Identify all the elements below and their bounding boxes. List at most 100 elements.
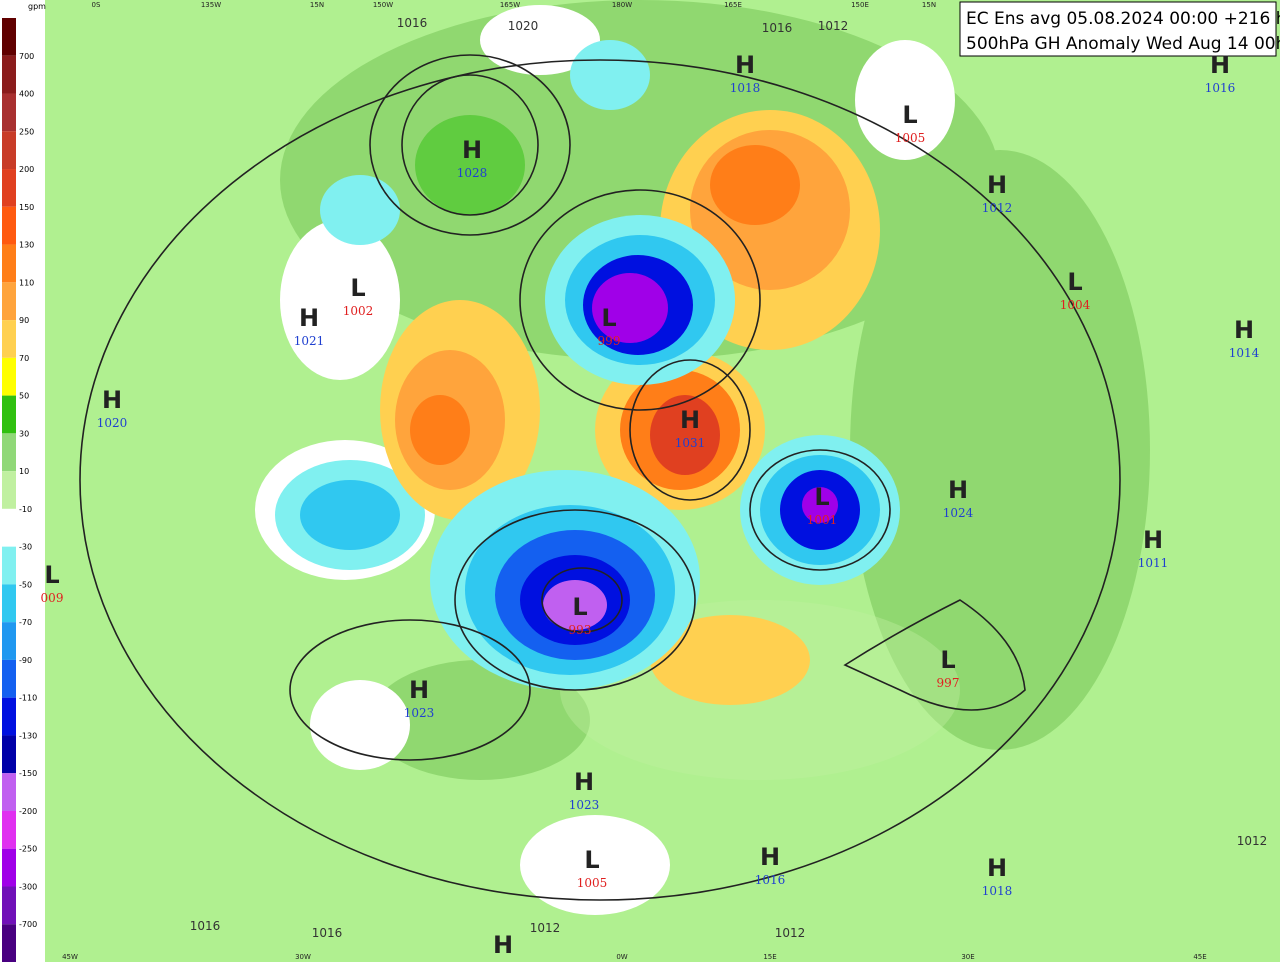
colorbar-swatch	[2, 622, 16, 660]
colorbar-label: 30	[19, 429, 29, 438]
isobar-label: 1012	[818, 19, 849, 33]
center-value: 1016	[755, 873, 786, 887]
center-value: 997	[937, 676, 960, 690]
colorbar-swatch	[2, 584, 16, 623]
center-letter: H	[680, 406, 700, 434]
center-letter: H	[1143, 526, 1163, 554]
colorbar-label: -130	[19, 731, 37, 740]
longitude-label: 15N	[922, 1, 936, 9]
colorbar-swatch	[2, 206, 16, 245]
isobar-label: 1016	[397, 16, 428, 30]
longitude-label: 0W	[616, 953, 627, 961]
center-value: 1016	[1205, 81, 1236, 95]
longitude-label: 150W	[373, 1, 393, 9]
center-letter: H	[987, 171, 1007, 199]
isobar-label: 1012	[775, 926, 806, 940]
longitude-label: 0S	[92, 1, 101, 9]
colorbar-swatch	[2, 395, 16, 434]
center-letter: L	[902, 101, 917, 129]
colorbar-label: -90	[19, 656, 32, 665]
center-value: 1024	[943, 506, 974, 520]
longitude-label: 180W	[612, 1, 632, 9]
colorbar-swatch	[2, 697, 16, 736]
title-line-2: 500hPa GH Anomaly Wed Aug 14 00h	[966, 34, 1280, 54]
colorbar-swatch	[2, 810, 16, 849]
center-value: 1031	[675, 436, 706, 450]
colorbar-swatch	[2, 93, 16, 132]
center-value: 993	[569, 623, 592, 637]
colorbar-label: 400	[19, 90, 34, 99]
colorbar-swatch	[2, 433, 16, 472]
colorbar-label: -110	[19, 694, 37, 703]
colorbar-swatch	[2, 131, 16, 170]
longitude-label: 15E	[763, 953, 776, 961]
colorbar-label: 700	[19, 52, 34, 61]
center-letter: L	[940, 646, 955, 674]
colorbar-label: 150	[19, 203, 34, 212]
colorbar-swatch	[2, 659, 16, 698]
center-letter: H	[102, 386, 122, 414]
colorbar-swatch	[2, 169, 16, 207]
center-letter: H	[462, 136, 482, 164]
colorbar-label: 130	[19, 241, 34, 250]
colorbar-swatch	[2, 471, 16, 509]
longitude-label: 30E	[961, 953, 974, 961]
colorbar-label: -70	[19, 618, 32, 627]
center-letter: L	[584, 846, 599, 874]
colorbar-swatch	[2, 357, 16, 396]
center-letter: H	[493, 931, 513, 959]
center-letter: H	[409, 676, 429, 704]
center-letter: H	[948, 476, 968, 504]
center-letter: L	[350, 274, 365, 302]
center-value: 009	[41, 591, 64, 605]
colorbar-swatch	[2, 282, 16, 321]
isobar-label: 1016	[762, 21, 793, 35]
longitude-label: 45E	[1193, 953, 1206, 961]
colorbar-label: 70	[19, 354, 29, 363]
center-letter: L	[1067, 268, 1082, 296]
colorbar-label: 90	[19, 316, 29, 325]
center-value: 1021	[294, 334, 325, 348]
center-value: 1002	[343, 304, 374, 318]
center-letter: L	[601, 304, 616, 332]
colorbar-label: -250	[19, 845, 37, 854]
colorbar-swatch	[2, 508, 16, 547]
isobars	[79, 54, 1121, 901]
center-letter: H	[299, 304, 319, 332]
colorbar-swatch	[2, 848, 16, 887]
center-value: 1023	[569, 798, 600, 812]
colorbar-swatch	[2, 924, 16, 962]
longitude-label: 165E	[724, 1, 742, 9]
center-letter: H	[760, 843, 780, 871]
longitude-label: 135W	[201, 1, 221, 9]
center-letter: H	[574, 768, 594, 796]
center-value: 1011	[1138, 556, 1169, 570]
center-letter: H	[1210, 51, 1230, 79]
center-value: 999	[598, 334, 621, 348]
isobar-label: 1016	[190, 919, 221, 933]
colorbar-label: 250	[19, 127, 34, 136]
longitude-label: 45W	[62, 953, 78, 961]
title-line-1: EC Ens avg 05.08.2024 00:00 +216 h	[966, 9, 1280, 29]
center-value: 1005	[577, 876, 608, 890]
colorbar-label: -30	[19, 543, 32, 552]
pressure-centers: H 1028 H 1018 L 1005 H 1012 L 1004 H 1016 H 1014 L 1002…	[41, 51, 1260, 959]
anomaly-fields	[255, 0, 1150, 915]
center-value: 1018	[982, 884, 1013, 898]
colorbar-label: -200	[19, 807, 37, 816]
colorbar: gpm 700 400 250 200 150 130 110 90 70 50 30 10 -10 -3…	[0, 0, 46, 962]
center-letter: H	[987, 854, 1007, 882]
legend-unit: gpm	[28, 2, 46, 11]
colorbar-label: -50	[19, 580, 32, 589]
colorbar-swatch	[2, 546, 16, 585]
colorbar-swatch	[2, 18, 16, 56]
isobar-label: 1020	[508, 19, 539, 33]
colorbar-swatch	[2, 244, 16, 283]
center-value: 1005	[895, 131, 926, 145]
colorbar-swatch	[2, 886, 16, 925]
center-letter: L	[814, 483, 829, 511]
isobar-label: 1016	[312, 926, 343, 940]
center-letter: H	[735, 51, 755, 79]
center-letter: L	[44, 561, 59, 589]
